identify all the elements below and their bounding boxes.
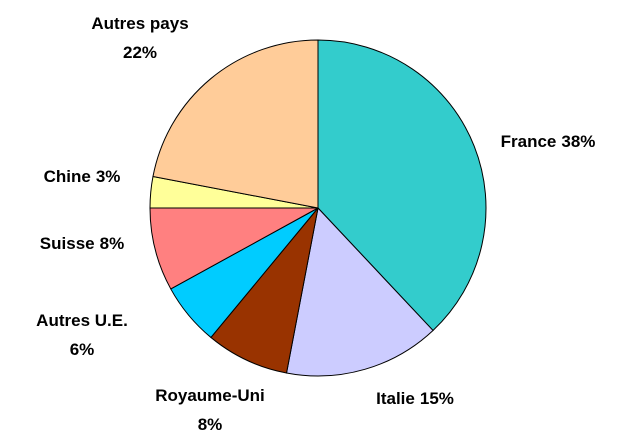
data-label: France 38%	[501, 132, 596, 151]
data-label: Italie 15%	[376, 389, 454, 408]
value-label: 6%	[70, 340, 95, 359]
category-label: Suisse	[40, 234, 95, 253]
data-label: Suisse 8%	[40, 234, 124, 253]
data-label: Royaume-Uni 8%	[155, 386, 265, 434]
data-label: Autres pays 22%	[91, 14, 188, 62]
value-label: 15%	[420, 389, 454, 408]
value-label: 38%	[561, 132, 595, 151]
pie-slice	[285, 206, 434, 377]
category-label: Autres pays	[91, 14, 188, 33]
category-label: Autres U.E.	[36, 311, 128, 330]
value-label: 8%	[198, 415, 223, 434]
value-label: 22%	[123, 43, 157, 62]
value-label: 3%	[96, 167, 121, 186]
data-label: Autres U.E. 6%	[36, 311, 128, 359]
category-label: Chine	[44, 167, 91, 186]
category-label: Royaume-Uni	[155, 386, 265, 405]
data-label: Chine 3%	[44, 167, 121, 186]
pie-slice	[152, 39, 319, 209]
pie-slice	[317, 39, 487, 332]
category-label: Italie	[376, 389, 415, 408]
category-label: France	[501, 132, 557, 151]
value-label: 8%	[100, 234, 125, 253]
